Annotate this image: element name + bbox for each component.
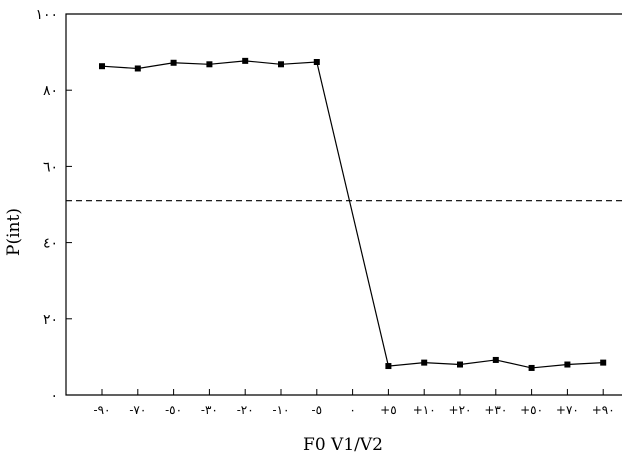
x-tick-label: -٣٠ <box>201 403 218 417</box>
x-tick-label: -٧٠ <box>129 403 146 417</box>
data-point <box>528 364 535 371</box>
x-tick-label: -١٠ <box>273 403 290 417</box>
x-tick-label: +٣٠ <box>484 403 507 417</box>
data-point <box>134 65 141 72</box>
x-tick-label: +١٠ <box>413 403 436 417</box>
y-tick-label: ٠ <box>50 388 58 404</box>
plot-area <box>65 13 622 396</box>
x-tick-label: ٠ <box>349 403 355 417</box>
x-tick-label: +٥٠ <box>520 403 543 417</box>
y-axis-label: P(int) <box>4 208 24 256</box>
x-tick-label: -٩٠ <box>94 403 111 417</box>
y-tick-label: ١٠٠ <box>35 7 58 23</box>
x-tick-label: -٥ <box>312 403 323 417</box>
data-point <box>278 61 284 68</box>
x-tick-label: +٢٠ <box>449 403 472 417</box>
data-point <box>421 359 428 366</box>
data-point <box>385 363 392 370</box>
y-tick-label: ٦٠ <box>43 159 58 175</box>
y-axis-ticks: ٠ ٢٠ ٤٠ ٦٠ ٨٠ ١٠٠ <box>35 7 72 404</box>
x-tick-label: -٥٠ <box>165 403 182 417</box>
x-tick-label: -٢٠ <box>237 403 254 417</box>
data-point <box>99 63 105 70</box>
data-point <box>457 361 463 368</box>
y-tick-label: ٢٠ <box>43 312 58 328</box>
data-point <box>170 59 177 66</box>
data-point <box>313 59 320 66</box>
data-point <box>492 356 499 363</box>
y-tick-label: ٤٠ <box>43 236 58 252</box>
data-point <box>600 359 607 366</box>
data-point <box>564 361 571 368</box>
data-point <box>242 57 249 64</box>
y-tick-label: ٨٠ <box>43 83 58 99</box>
x-axis-ticks: -٩٠ -٧٠ -٥٠ -٣٠ -٢٠ -١٠ -٥ ٠ +٥ +١٠ +٢٠ +٣٠ +٥٠ +٧٠ +٩… <box>94 389 615 417</box>
series-line <box>101 60 604 369</box>
x-tick-label: +٥ <box>380 403 397 417</box>
plot-frame <box>65 13 622 396</box>
data-point <box>206 61 213 68</box>
series-layer <box>99 57 607 371</box>
x-tick-label: +٩٠ <box>592 403 615 417</box>
x-tick-label: +٧٠ <box>556 403 579 417</box>
x-axis-label: F0 V1/V2 <box>303 435 383 455</box>
